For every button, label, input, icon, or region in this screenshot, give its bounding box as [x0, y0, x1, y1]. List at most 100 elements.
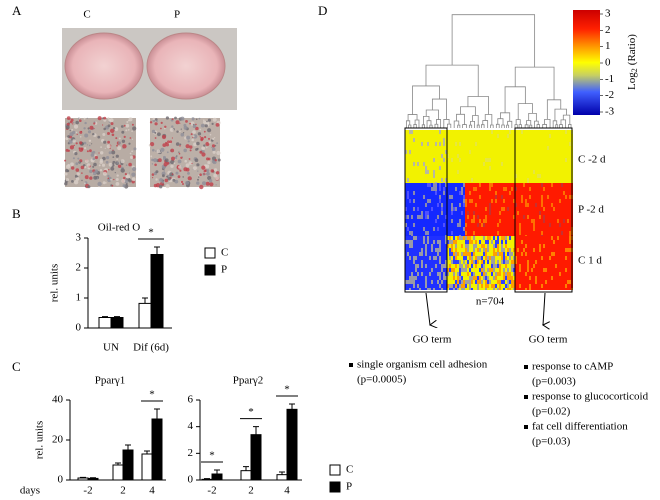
heatmap-cell	[441, 284, 443, 288]
heatmap-cell	[419, 252, 421, 256]
heatmap-cell	[493, 236, 495, 240]
heatmap-cell	[465, 244, 467, 248]
heatmap-cell	[467, 142, 469, 146]
heatmap-cell	[567, 284, 569, 288]
heatmap-cell	[459, 207, 461, 211]
heatmap-cell	[511, 276, 513, 280]
heatmap-cell	[533, 203, 535, 207]
heatmap-cell	[443, 166, 445, 170]
heatmap-cell	[533, 166, 535, 170]
heatmap-cell	[477, 280, 479, 284]
heatmap-cell	[549, 174, 551, 178]
heatmap-cell	[407, 130, 409, 134]
heatmap-cell	[477, 174, 479, 178]
heatmap-cell	[415, 227, 417, 231]
heatmap-cell	[503, 191, 505, 195]
heatmap-cell	[407, 288, 409, 290]
heatmap-cell	[433, 178, 435, 182]
heatmap-cell	[407, 146, 409, 150]
x-tick-label: -2	[207, 485, 216, 497]
heatmap-cell	[483, 182, 485, 183]
heatmap-cell	[531, 215, 533, 219]
micrograph-texture	[76, 132, 78, 134]
heatmap-cell	[415, 256, 417, 260]
heatmap-cell	[473, 207, 475, 211]
heatmap-cell	[517, 138, 519, 142]
bar	[241, 471, 251, 480]
heatmap-cell	[569, 158, 571, 162]
heatmap-cell	[417, 162, 419, 166]
heatmap-cell	[415, 244, 417, 248]
micrograph-texture	[178, 175, 181, 178]
heatmap-cell	[543, 158, 545, 162]
heatmap-cell	[419, 183, 421, 187]
heatmap-cell	[457, 264, 459, 268]
heatmap-cell	[451, 142, 453, 146]
heatmap-cell	[477, 203, 479, 207]
heatmap-cell	[419, 138, 421, 142]
heatmap-cell	[567, 240, 569, 244]
heatmap-cell	[569, 166, 571, 170]
heatmap-cell	[471, 142, 473, 146]
heatmap-cell	[543, 248, 545, 252]
heatmap-cell	[449, 130, 451, 134]
heatmap-cell	[409, 183, 411, 187]
heatmap-cell	[523, 276, 525, 280]
heatmap-cell	[567, 142, 569, 146]
heatmap-cell	[467, 284, 469, 288]
heatmap-cell	[457, 252, 459, 256]
heatmap-cell	[469, 170, 471, 174]
heatmap-cell	[553, 264, 555, 268]
heatmap-cell	[523, 174, 525, 178]
heatmap-cell	[435, 138, 437, 142]
heatmap-cell	[529, 138, 531, 142]
heatmap-cell	[519, 231, 521, 235]
heatmap-cell	[489, 138, 491, 142]
heatmap-cell	[427, 276, 429, 280]
heatmap-cell	[473, 268, 475, 272]
heatmap-cell	[557, 276, 559, 280]
heatmap-cell	[501, 150, 503, 154]
heatmap-cell	[491, 264, 493, 268]
heatmap-cell	[481, 240, 483, 244]
heatmap-cell	[407, 276, 409, 280]
heatmap-cell	[487, 280, 489, 284]
heatmap-cell	[567, 182, 569, 183]
heatmap-cell	[451, 154, 453, 158]
heatmap-cell	[441, 166, 443, 170]
micrograph-texture	[199, 185, 203, 189]
heatmap-cell	[523, 158, 525, 162]
micrograph-texture	[84, 122, 86, 124]
heatmap-cell	[457, 227, 459, 231]
micrograph-texture	[206, 182, 210, 186]
micrograph-texture	[122, 140, 125, 143]
heatmap-cell	[519, 240, 521, 244]
micrograph-texture	[118, 165, 121, 168]
heatmap-cell	[427, 207, 429, 211]
heatmap-cell	[539, 264, 541, 268]
heatmap-cell	[525, 150, 527, 154]
heatmap-cell	[503, 158, 505, 162]
heatmap-cell	[417, 264, 419, 268]
heatmap-cell	[423, 280, 425, 284]
heatmap-cell	[533, 207, 535, 211]
heatmap-cell	[547, 268, 549, 272]
heatmap-cell	[485, 223, 487, 227]
heatmap-cell	[481, 154, 483, 158]
heatmap-cell	[501, 231, 503, 235]
micrograph-texture	[172, 173, 174, 175]
micrograph-texture	[165, 142, 167, 144]
heatmap-cell	[463, 268, 465, 272]
heatmap-cell	[495, 130, 497, 134]
heatmap-cell	[465, 211, 467, 215]
micrograph-texture	[107, 175, 109, 177]
heatmap-cell	[429, 260, 431, 264]
colorbar-label: Log2(Ratio)	[626, 34, 639, 90]
heatmap-cell	[439, 284, 441, 288]
heatmap-cell	[531, 174, 533, 178]
heatmap-cell	[521, 138, 523, 142]
y-tick-label: 4	[188, 420, 194, 432]
micrograph-texture	[174, 117, 177, 120]
heatmap-cell	[459, 154, 461, 158]
micrograph-texture	[126, 121, 128, 123]
